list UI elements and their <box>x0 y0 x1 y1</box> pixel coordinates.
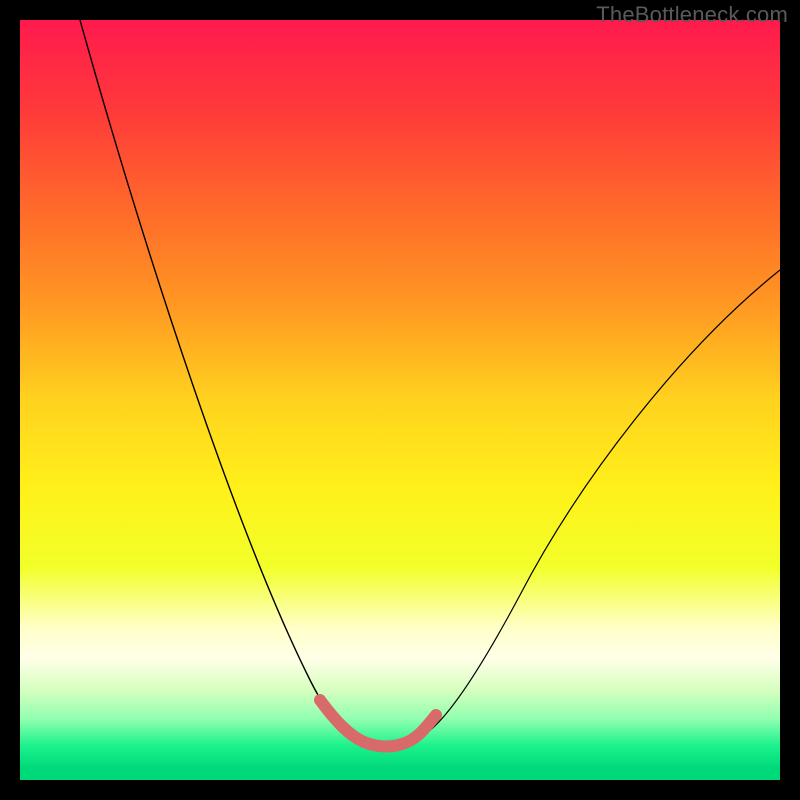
watermark-text: TheBottleneck.com <box>596 2 788 28</box>
plot-area <box>20 20 780 780</box>
curve-right-ascent <box>428 270 780 732</box>
highlight-valley <box>320 700 436 746</box>
curve-left-descent <box>80 20 350 732</box>
curve-layer <box>20 20 780 780</box>
